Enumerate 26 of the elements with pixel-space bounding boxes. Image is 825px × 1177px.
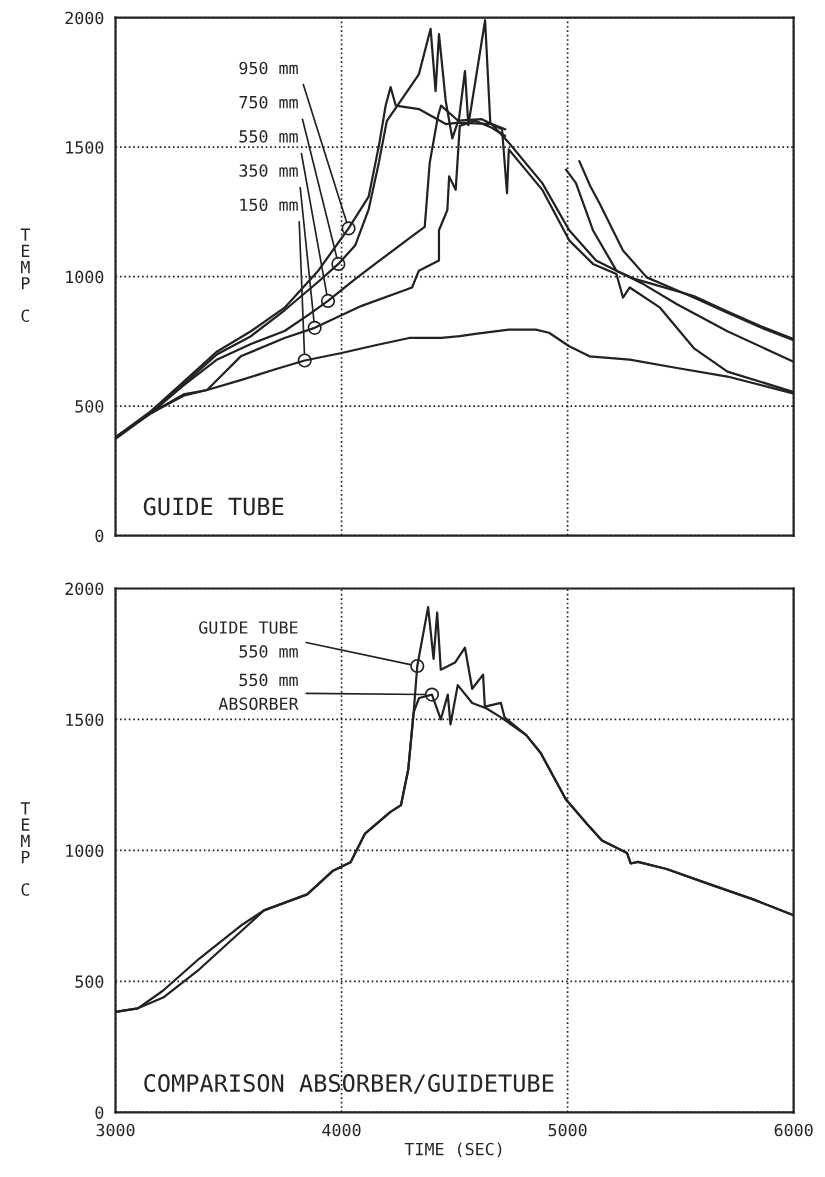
annotation: COMPARISON ABSORBER/GUIDETUBE — [144, 1074, 554, 1094]
y-tick-label: 2000 — [65, 11, 104, 25]
annotation: GUIDE TUBE 550 mm — [199, 621, 298, 658]
x-tick-label: 5000 — [548, 1123, 587, 1137]
annotation: 950 mm — [239, 61, 298, 75]
text: TEMP C — [20, 802, 30, 896]
y-tick-label: 1500 — [66, 713, 104, 727]
annotation: 550 mm — [239, 130, 298, 143]
text: TEMP C — [20, 228, 30, 323]
x-tick-label: 3000 — [96, 1123, 135, 1137]
annotation: GUIDE TUBE — [143, 497, 284, 516]
y-tick-label: 1000 — [66, 270, 104, 284]
y-tick-label: 1000 — [66, 844, 104, 857]
y-tick-label: 0 — [95, 1106, 104, 1119]
x-axis-title: TIME (SEC) — [404, 1142, 502, 1158]
annotation: 150 mm — [240, 198, 298, 212]
annotation: 550 mm ABSORBER — [218, 673, 299, 711]
y-tick-label: 500 — [75, 400, 104, 413]
annotation: 750 mm — [239, 95, 298, 109]
annotation: 350 mm — [239, 164, 298, 177]
x-tick-label: 6000 — [774, 1123, 813, 1137]
y-tick-label: 2000 — [65, 582, 104, 596]
y-tick-label: 500 — [75, 975, 104, 988]
y-tick-label: 1500 — [66, 141, 104, 154]
y-tick-label: 0 — [95, 529, 104, 543]
x-tick-label: 4000 — [322, 1123, 361, 1137]
